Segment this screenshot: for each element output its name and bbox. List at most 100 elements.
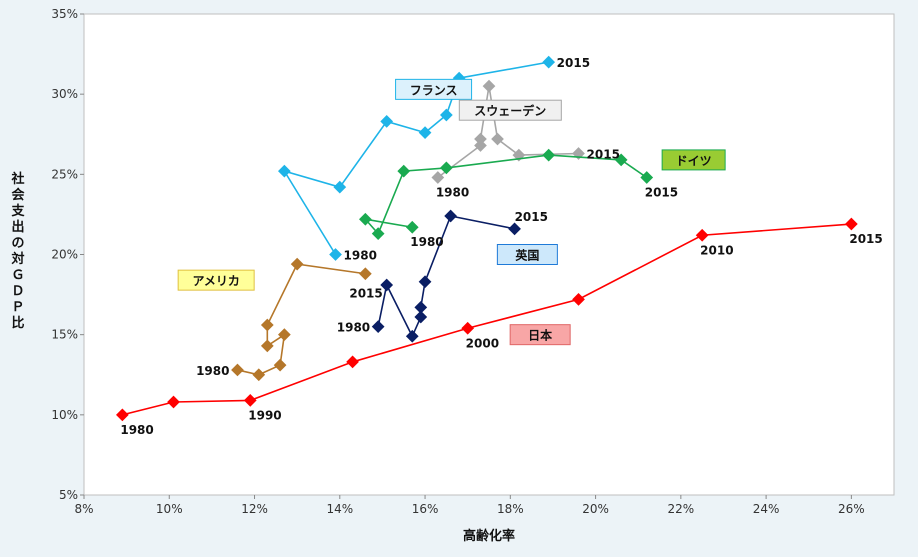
y-axis-title-char: の: [11, 236, 24, 251]
data-point: [461, 321, 475, 335]
data-point: [542, 148, 556, 162]
data-point: [333, 180, 347, 194]
year-label: 1980: [436, 186, 469, 200]
x-tick-label: 20%: [582, 502, 609, 516]
x-tick-label: 14%: [326, 502, 353, 516]
data-point: [231, 363, 244, 377]
data-point: [329, 248, 342, 261]
data-point: [444, 209, 457, 223]
year-label: 2015: [645, 186, 678, 200]
country-label-box: [395, 78, 473, 100]
year-label: 1990: [248, 408, 281, 422]
year-label: 2010: [700, 243, 733, 257]
data-point: [482, 79, 496, 93]
data-point: [260, 318, 274, 332]
x-tick-label: 22%: [668, 502, 695, 516]
data-point: [695, 228, 709, 242]
y-tick-label: 5%: [59, 488, 78, 502]
data-point: [414, 310, 428, 324]
x-tick-label: 10%: [156, 502, 183, 516]
data-point: [431, 171, 445, 184]
data-point: [397, 164, 411, 178]
country-label: 英国: [515, 248, 539, 263]
data-point: [290, 257, 304, 271]
data-point: [474, 139, 487, 152]
y-axis-title-char: 会: [11, 187, 25, 203]
y-axis-title-char: 出: [11, 219, 24, 235]
y-axis-title-char: 対: [10, 251, 24, 267]
country-label: 日本: [528, 328, 552, 343]
data-point: [371, 227, 385, 241]
data-point: [252, 368, 266, 382]
data-point: [380, 278, 394, 292]
year-label: 2000: [466, 336, 499, 350]
x-tick-label: 26%: [838, 502, 865, 516]
data-point: [243, 394, 257, 407]
data-point: [418, 126, 432, 140]
x-axis-title: 高齢化率: [463, 528, 515, 544]
data-point: [273, 358, 287, 372]
country-label: スウェーデン: [474, 103, 546, 118]
data-point: [116, 408, 129, 422]
data-point: [380, 115, 394, 128]
y-axis-title-char: 比: [11, 315, 24, 331]
year-label: 1980: [344, 249, 377, 263]
data-point: [572, 293, 585, 306]
data-point: [508, 222, 521, 236]
series-line: [122, 223, 852, 416]
data-point: [474, 132, 487, 146]
year-label: 2015: [849, 232, 882, 246]
data-point: [418, 275, 432, 289]
country-label: ドイツ: [676, 154, 712, 168]
data-point: [359, 212, 372, 226]
data-point: [845, 217, 858, 231]
data-point: [278, 164, 291, 178]
y-tick-label: 35%: [51, 7, 78, 21]
year-label: 1980: [337, 321, 370, 335]
y-tick-label: 10%: [51, 408, 78, 422]
data-point: [542, 55, 556, 69]
country-label-box: [177, 269, 255, 291]
x-tick-label: 24%: [753, 502, 780, 516]
data-point: [614, 153, 628, 167]
data-point: [167, 395, 180, 409]
data-point: [405, 329, 419, 343]
year-label: 2015: [515, 210, 548, 224]
y-axis-title-char: Ｇ: [11, 268, 24, 283]
year-label: 2015: [349, 287, 382, 301]
y-axis-title-char: 社: [10, 171, 24, 187]
plot-area: [83, 13, 895, 496]
x-tick-label: 8%: [74, 502, 93, 516]
country-label: フランス: [410, 83, 458, 97]
x-tick-label: 16%: [412, 502, 439, 516]
country-label-box: [496, 244, 558, 265]
year-label: 1980: [410, 235, 443, 249]
data-point: [640, 171, 654, 184]
data-point: [440, 161, 453, 175]
year-label: 2015: [557, 56, 590, 70]
y-tick-label: 25%: [51, 167, 78, 181]
data-point: [414, 301, 428, 314]
data-point: [405, 220, 419, 234]
y-tick-label: 20%: [51, 248, 78, 262]
y-axis-title-char: Ｐ: [11, 300, 24, 315]
data-point: [371, 320, 385, 334]
x-tick-label: 12%: [241, 502, 268, 516]
year-label: 2015: [587, 147, 620, 161]
y-axis-title-char: Ｄ: [11, 284, 24, 299]
y-tick-label: 30%: [51, 87, 78, 101]
y-axis-title: 社会支出の対ＧＤＰ比: [10, 171, 25, 331]
country-label-box: [661, 149, 726, 171]
data-point: [278, 328, 291, 342]
x-tick-label: 18%: [497, 502, 524, 516]
year-label: 1980: [196, 364, 229, 378]
data-point: [440, 108, 453, 122]
data-point: [491, 132, 504, 146]
country-label-box: [458, 99, 562, 121]
data-point: [260, 339, 274, 353]
country-label-box: [509, 324, 571, 346]
y-axis-title-char: 支: [10, 203, 25, 219]
data-point: [346, 355, 359, 369]
